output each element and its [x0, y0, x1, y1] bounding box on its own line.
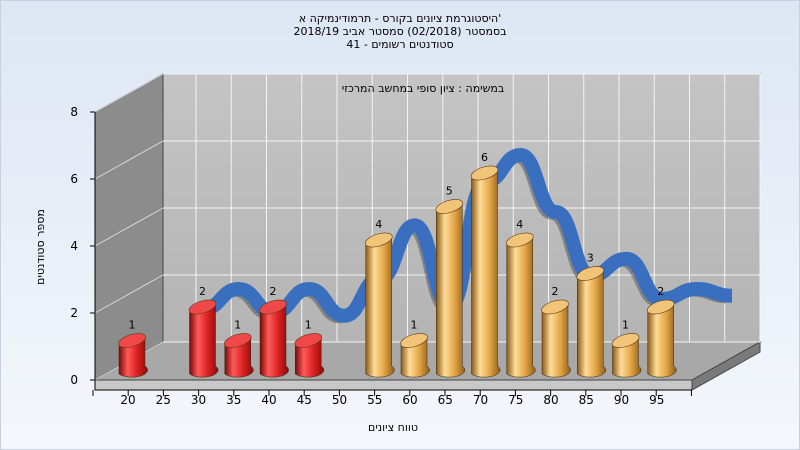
bar: 1 — [118, 319, 148, 378]
bar-body — [259, 302, 289, 378]
bar: 2 — [259, 285, 289, 378]
bar-top — [259, 299, 287, 315]
bar-value-label: 1 — [234, 319, 241, 332]
bar-top — [400, 333, 428, 348]
bar: 5 — [435, 185, 466, 378]
bar-value-label: 2 — [552, 285, 559, 298]
x-tick-label: 40 — [261, 393, 276, 407]
bar-value-label: 3 — [587, 252, 594, 265]
y-axis-label: מספר סטודנטים — [34, 209, 47, 285]
bar-top — [646, 299, 675, 315]
bar-value-label: 1 — [129, 319, 136, 332]
y-tick-label: 6 — [70, 172, 78, 186]
bar-top — [541, 299, 569, 315]
x-tick-label: 70 — [473, 393, 488, 407]
bar-value-label: 2 — [270, 285, 277, 298]
x-tick-label: 90 — [614, 393, 629, 407]
gridline-side — [94, 140, 164, 180]
bar-value-label: 6 — [481, 151, 488, 164]
bar-top — [470, 165, 499, 181]
bar-value-label: 5 — [446, 185, 453, 198]
bar-value-label: 4 — [516, 218, 523, 231]
bar: 4 — [364, 218, 395, 378]
bar-value-label: 1 — [411, 319, 418, 332]
y-tick-label: 4 — [70, 239, 78, 253]
bar-body — [506, 235, 536, 378]
x-tick-label: 75 — [508, 393, 523, 407]
bar: 1 — [611, 319, 642, 378]
x-axis-label: טווח ציונים — [368, 421, 418, 434]
bar-body — [647, 302, 677, 378]
x-tick-label: 50 — [332, 393, 347, 407]
bar-value-label: 4 — [375, 218, 382, 231]
x-tick-label: 25 — [156, 393, 171, 407]
bar-body — [189, 302, 219, 378]
bar-top — [576, 266, 605, 281]
bar-top — [118, 333, 146, 348]
gridline-side — [94, 207, 164, 247]
chart-title-line-3: סטודנטים רשומים - 41 — [346, 38, 454, 51]
bar: 4 — [505, 218, 536, 378]
chart-annotation: במשימה : ציון סופי במחשב המרכזי — [342, 82, 505, 95]
bar: 2 — [188, 285, 219, 378]
distribution-curve — [202, 148, 733, 323]
bar: 1 — [223, 319, 254, 378]
bar: 6 — [470, 151, 501, 378]
bar-top — [364, 232, 393, 248]
bar: 2 — [646, 285, 677, 378]
bar-value-label: 2 — [199, 285, 206, 298]
bar: 1 — [400, 319, 430, 378]
bar-value-label: 1 — [305, 319, 312, 332]
floor-edge-front — [94, 379, 693, 391]
x-tick-label: 30 — [191, 393, 206, 407]
y-tick-label: 0 — [70, 373, 78, 387]
bar-body — [577, 269, 607, 378]
bar-top — [223, 333, 252, 348]
bar-body — [436, 202, 466, 378]
bar-top — [611, 333, 640, 348]
x-tick-label: 45 — [297, 393, 312, 407]
y-tick-label: 2 — [70, 306, 78, 320]
x-tick-label: 65 — [438, 393, 453, 407]
gridline-side — [94, 73, 164, 113]
bar-body — [471, 168, 501, 378]
bar: 2 — [541, 285, 571, 378]
bar-value-label: 2 — [657, 285, 664, 298]
bar-top — [505, 232, 534, 248]
bar-value-label: 1 — [622, 319, 629, 332]
bar: 3 — [576, 252, 607, 378]
x-tick-label: 60 — [402, 393, 417, 407]
x-tick-label: 55 — [367, 393, 382, 407]
chart-title-line-2: בסמסטר (02/2018) סמסטר אביב 2018/19 — [293, 25, 507, 38]
y-tick-label: 8 — [70, 105, 78, 119]
chart-title-line-1: היסטוגרמת ציונים בקורס - תרמודינמיקה א' — [298, 12, 502, 25]
x-tick-label: 80 — [543, 393, 558, 407]
x-tick-label: 95 — [649, 393, 664, 407]
bar-top — [435, 199, 464, 214]
bar-body — [365, 235, 395, 378]
x-tick-label: 85 — [579, 393, 594, 407]
gridline-side — [94, 274, 164, 314]
bar-top — [188, 299, 217, 315]
x-tick-label: 20 — [120, 393, 135, 407]
bar-top — [294, 333, 323, 348]
x-tick-label: 35 — [226, 393, 241, 407]
bar: 1 — [294, 319, 325, 378]
bar-body — [541, 302, 571, 378]
